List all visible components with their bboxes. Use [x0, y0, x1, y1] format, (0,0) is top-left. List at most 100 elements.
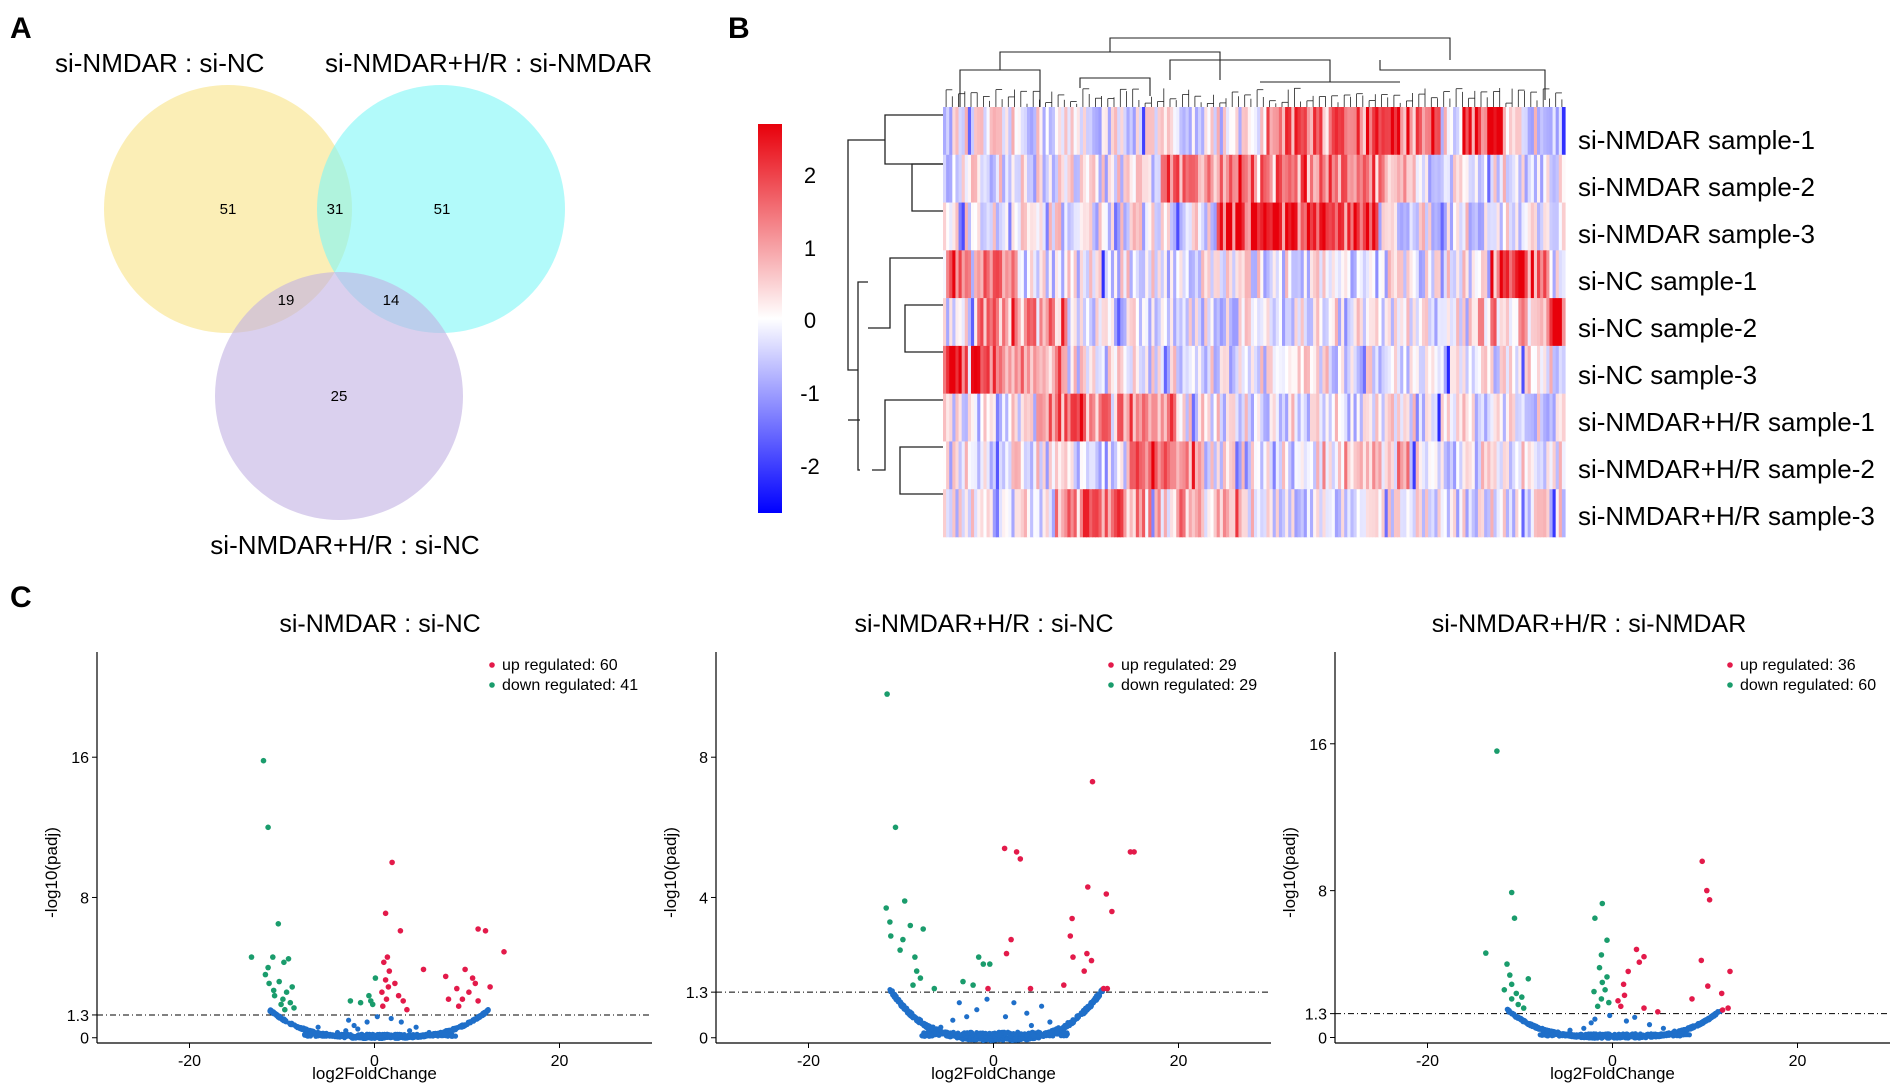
heatmap-cell — [1546, 441, 1551, 490]
heatmap-cell — [1017, 441, 1022, 490]
heatmap-cell — [1160, 441, 1165, 490]
heatmap-cell — [1107, 489, 1112, 538]
heatmap-cell — [1247, 107, 1252, 156]
point-not-significant — [1024, 1032, 1030, 1038]
heatmap-cell — [1471, 107, 1476, 156]
volcano-title: si-NMDAR+H/R : si-NC — [854, 610, 1113, 638]
point-down-regulated — [260, 757, 267, 764]
heatmap-cell — [1005, 393, 1009, 442]
heatmap-cell — [1179, 345, 1184, 394]
heatmap-cell — [1300, 393, 1305, 442]
heatmap-cell — [1412, 250, 1417, 299]
point-not-significant — [388, 1015, 394, 1022]
heatmap-cell — [1481, 441, 1485, 490]
heatmap-cell — [1014, 154, 1019, 203]
heatmap-cell — [1163, 298, 1168, 347]
heatmap-cell — [1170, 202, 1174, 251]
heatmap-cell — [1235, 202, 1240, 251]
heatmap-cell — [1319, 202, 1324, 251]
point-up-regulated — [1625, 968, 1631, 975]
heatmap-cell — [1266, 345, 1271, 394]
heatmap-cell — [1082, 345, 1087, 394]
point-down-regulated — [987, 961, 993, 967]
heatmap-cell — [1449, 489, 1454, 538]
heatmap-cell — [1241, 393, 1246, 442]
heatmap-cell — [1213, 107, 1218, 156]
point-up-regulated — [445, 996, 452, 1002]
heatmap-cell — [1067, 154, 1072, 203]
heatmap-cell — [1428, 202, 1432, 251]
point-not-significant — [938, 1024, 944, 1030]
heatmap-cell — [974, 489, 978, 538]
heatmap-cell — [1505, 345, 1510, 394]
heatmap-cell — [1558, 250, 1563, 299]
heatmap-cell — [1524, 298, 1529, 347]
heatmap-cell — [1313, 298, 1317, 347]
heatmap-cell — [1502, 441, 1507, 490]
heatmap-cell — [1092, 298, 1096, 347]
heatmap-cell — [1198, 107, 1202, 156]
point-up-regulated — [1017, 856, 1024, 862]
heatmap-cell — [1552, 202, 1557, 251]
heatmap-cell — [1425, 202, 1429, 251]
heatmap-cell — [1309, 298, 1314, 347]
heatmap-cell — [1378, 202, 1383, 251]
heatmap-cell — [1095, 250, 1100, 299]
heatmap-cell — [1406, 107, 1411, 156]
heatmap-cell — [1378, 107, 1383, 156]
heatmap-cell — [1005, 489, 1009, 538]
heatmap-cell — [1008, 298, 1013, 347]
heatmap-cell — [1334, 107, 1339, 156]
heatmap-cell — [1453, 489, 1457, 538]
heatmap-cell — [1173, 202, 1177, 251]
heatmap-cell — [1257, 107, 1261, 156]
heatmap-cell — [1540, 202, 1544, 251]
heatmap-cell — [980, 298, 985, 347]
point-down-regulated — [1599, 979, 1606, 986]
heatmap-cell — [1362, 154, 1367, 203]
heatmap-cell — [1061, 250, 1065, 299]
heatmap-cell — [1509, 441, 1513, 490]
heatmap-cell — [1204, 393, 1208, 442]
heatmap-cell — [1207, 107, 1212, 156]
heatmap-cell — [1393, 107, 1398, 156]
heatmap-cell — [1527, 202, 1532, 251]
heatmap-cell — [1487, 393, 1491, 442]
heatmap-cell — [1350, 154, 1355, 203]
heatmap-cell — [1058, 154, 1062, 203]
heatmap-cell — [1036, 393, 1041, 442]
heatmap-cell — [1372, 202, 1376, 251]
heatmap-cell — [1353, 202, 1358, 251]
heatmap-cell — [1048, 202, 1053, 251]
heatmap-cell — [1537, 441, 1541, 490]
point-not-significant — [956, 1000, 962, 1006]
heatmap-cell — [1260, 107, 1264, 156]
point-not-significant — [1660, 1025, 1666, 1031]
heatmap-cell — [1440, 393, 1445, 442]
heatmap-cell — [1400, 489, 1404, 538]
heatmap-cell — [1487, 298, 1491, 347]
heatmap-cell — [1390, 441, 1395, 490]
heatmap-cell — [1552, 250, 1557, 299]
heatmap-cell — [1319, 250, 1324, 299]
heatmap-cell — [970, 298, 975, 347]
heatmap-cell — [1011, 489, 1016, 538]
heatmap-cell — [1020, 345, 1025, 394]
heatmap-cell — [1285, 154, 1289, 203]
x-tick-label: 0 — [1608, 1053, 1617, 1070]
heatmap-cell — [1362, 345, 1367, 394]
heatmap-cell — [1201, 345, 1205, 394]
y-axis-label: -log10(padj) — [661, 827, 680, 918]
heatmap-cell — [1235, 345, 1240, 394]
heatmap-cell — [1527, 489, 1532, 538]
heatmap-cell — [1254, 345, 1258, 394]
heatmap-cell — [1369, 202, 1373, 251]
heatmap-cell — [1281, 202, 1286, 251]
heatmap-cell — [1030, 489, 1034, 538]
x-axis-label: log2FoldChange — [931, 1064, 1056, 1083]
heatmap-cell — [1110, 489, 1115, 538]
heatmap-cell — [1048, 345, 1053, 394]
heatmap-cell — [1030, 441, 1034, 490]
heatmap-cell — [1064, 154, 1068, 203]
heatmap-cell — [1201, 250, 1205, 299]
